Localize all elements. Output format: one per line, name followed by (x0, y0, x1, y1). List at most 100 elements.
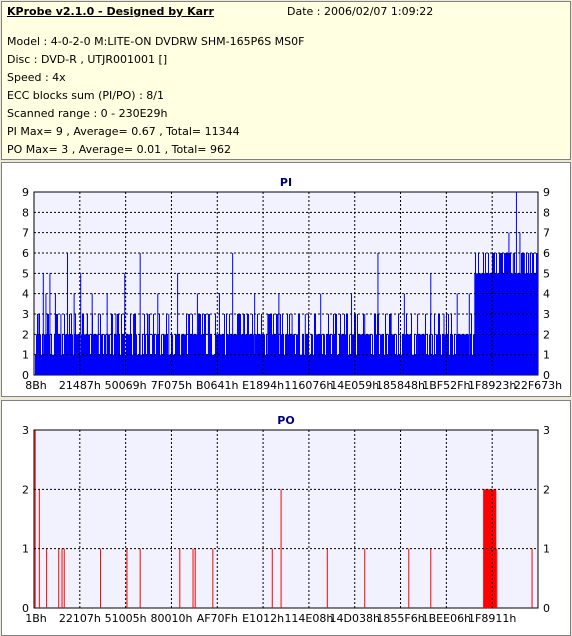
po-spike-bar (212, 548, 214, 608)
pi-bar (468, 334, 469, 375)
pi-peak-bar (291, 314, 293, 375)
pi-bar (445, 334, 446, 375)
pi-bar (56, 314, 57, 375)
pi-bar (88, 334, 89, 375)
pi-bar (147, 314, 148, 375)
pi-bar (432, 334, 433, 375)
y-tick-label-right: 7 (543, 227, 550, 240)
pi-bar (498, 273, 499, 375)
x-tick-label: 7F075h (151, 379, 192, 392)
po-dense-bars (483, 489, 497, 608)
pi-bar (193, 334, 194, 375)
pi-peak-bar (267, 314, 269, 375)
pi-bar (344, 314, 345, 375)
po-chart: PO 0 0 1 1 2 2 3 3 1Bh 22107h 51005h 80010h AF70Fh E10… (22, 414, 550, 625)
pi-bar (309, 354, 310, 375)
pi-bar (224, 314, 225, 375)
pi-bar (111, 314, 112, 375)
pi-bar (253, 334, 254, 375)
pi-bar (325, 354, 326, 375)
pi-peak-bar (515, 192, 517, 375)
pi-bar (335, 314, 336, 375)
pi-bar (285, 334, 286, 375)
pi-bar (444, 334, 445, 375)
pi-bar (215, 314, 216, 375)
pi-bar (428, 354, 429, 375)
pi-peak-bar (42, 273, 44, 375)
pi-bar (387, 354, 388, 375)
pi-peak-bar (456, 293, 458, 375)
po-spike-bar (34, 430, 36, 608)
x-tick-label: 1Bh (25, 612, 47, 625)
y-tick-label-right: 1 (543, 543, 550, 556)
pi-bar (434, 314, 435, 375)
pi-bar (512, 273, 513, 375)
pi-bar (76, 334, 77, 375)
pi-bar (282, 314, 283, 375)
x-tick-label: 1F8923h (468, 379, 516, 392)
pi-bar (435, 354, 436, 375)
x-tick-label: E1894h (242, 379, 284, 392)
pi-peak-bar (364, 314, 366, 375)
pi-bar (331, 354, 332, 375)
pi-bar (84, 334, 85, 375)
pi-bar (236, 334, 237, 375)
info-panel: KProbe v2.1.0 - Designed by Karr Date : … (1, 1, 571, 160)
pi-bar (525, 273, 526, 375)
pi-bar (452, 334, 453, 375)
pi-bar (189, 314, 190, 375)
pi-bar (216, 334, 217, 375)
pi-bar (270, 314, 271, 375)
pi-bar (180, 354, 181, 375)
pi-peak-bar (496, 273, 498, 375)
pi-bar (315, 314, 316, 375)
pi-bar (40, 334, 41, 375)
pi-bar (374, 314, 375, 375)
y-tick-label-right: 4 (543, 288, 550, 301)
pi-bar (256, 334, 257, 375)
pi-peak-bar (49, 273, 51, 375)
pi-peak-bar (528, 253, 530, 375)
pi-bar (317, 334, 318, 375)
pi-bar (244, 314, 245, 375)
pi-bar (186, 314, 187, 375)
pi-bar (265, 354, 266, 375)
pi-bar (214, 354, 215, 375)
y-tick-label-right: 1 (543, 349, 550, 362)
pi-bar (272, 334, 273, 375)
pi-bar (384, 354, 385, 375)
pi-bar (161, 334, 162, 375)
pi-bar (511, 273, 512, 375)
pi-bar (456, 334, 457, 375)
pi-bar (156, 334, 157, 375)
pi-bar (47, 314, 48, 375)
pi-bar (373, 354, 374, 375)
pi-bar (52, 354, 53, 375)
pi-bar (401, 354, 402, 375)
pi-peak-bar (45, 293, 47, 375)
pi-bar (41, 354, 42, 375)
pi-peak-bar (124, 273, 126, 375)
pi-bar (376, 334, 377, 375)
pi-bar (487, 273, 488, 375)
pi-bar (155, 354, 156, 375)
pi-bar (252, 314, 253, 375)
pi-bar (53, 354, 54, 375)
pi-bar (363, 314, 364, 375)
pi-bar (477, 273, 478, 375)
x-tick-label: AF70Fh (197, 612, 238, 625)
pi-bar (531, 273, 532, 375)
pi-bar (50, 354, 51, 375)
pi-bar (72, 334, 73, 375)
pi-bar (440, 334, 441, 375)
pi-peak-bar (196, 293, 198, 375)
x-tick-label: 8Bh (25, 379, 47, 392)
pi-bar (361, 334, 362, 375)
pi-bar (368, 334, 369, 375)
pi-bar (527, 273, 528, 375)
po-spike-bar (364, 548, 366, 608)
pi-bar (134, 314, 135, 375)
po-spike-bar (179, 548, 181, 608)
pi-bar (399, 354, 400, 375)
pi-peak-bar (148, 314, 150, 375)
